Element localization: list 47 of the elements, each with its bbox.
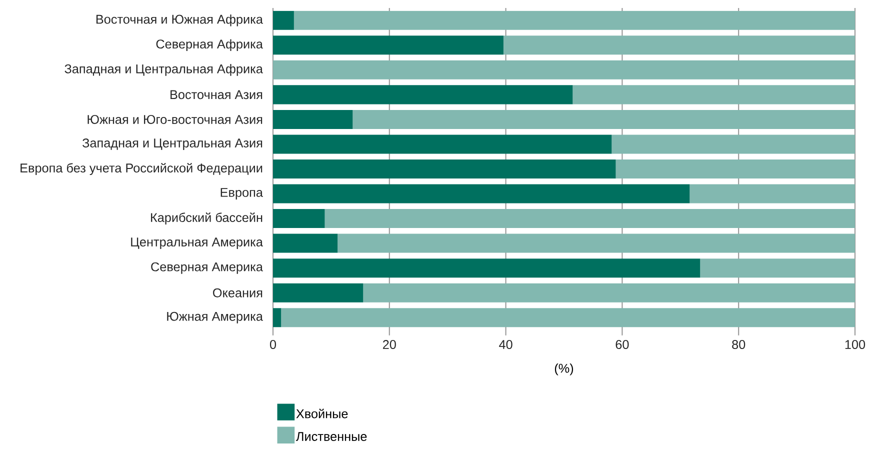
- y-tick-label: Южная Америка: [167, 312, 263, 324]
- y-tick-label: Восточная Азия: [170, 90, 262, 100]
- bar: [612, 134, 855, 154]
- x-tick-label: 80: [732, 340, 746, 350]
- x-tick-label: 0: [270, 340, 276, 350]
- bar: [363, 283, 855, 302]
- x-tick-label: 60: [616, 340, 629, 350]
- bar: [324, 209, 855, 228]
- y-tick-label: Океания: [213, 288, 262, 298]
- bar: [503, 36, 855, 55]
- bar: [273, 159, 616, 178]
- y-tick-label: Северная Америка: [151, 262, 263, 274]
- y-tick-label: Западная и Центральная Африка: [64, 64, 263, 76]
- x-tick-label: 40: [499, 340, 512, 350]
- x-axis-title: (%): [554, 363, 574, 376]
- bar: [273, 36, 504, 55]
- bar: [281, 308, 855, 328]
- legend-label: Лиственные: [296, 432, 367, 441]
- bar: [273, 110, 353, 129]
- bar: [273, 134, 612, 154]
- y-tick-label: Европа: [220, 188, 263, 200]
- bar: [690, 184, 855, 204]
- bar: [338, 234, 855, 253]
- y-tick-label: Центральная Америка: [131, 238, 263, 249]
- x-tick-label: 20: [382, 340, 396, 350]
- bar: [572, 85, 855, 104]
- bar: [273, 258, 700, 278]
- bar: [616, 159, 855, 178]
- bar: [273, 184, 690, 204]
- bar: [352, 110, 855, 129]
- y-tick-label: Восточная и Южная Африка: [96, 14, 263, 26]
- bar: [273, 234, 338, 253]
- bar: [273, 308, 282, 328]
- y-tick-label: Западная и Центральная Азия: [82, 138, 262, 150]
- x-tick-label: 100: [845, 340, 866, 350]
- y-tick-label: Северная Африка: [156, 39, 263, 52]
- legend-label: Хвойные: [296, 408, 348, 418]
- y-tick-label: Карибский бассейн: [151, 212, 262, 225]
- bar: [273, 85, 573, 104]
- bar: [273, 283, 364, 302]
- y-tick-label: Южная и Юго-восточная Азия: [88, 114, 262, 124]
- bar: [273, 10, 294, 30]
- bar: [273, 60, 855, 80]
- bar: [273, 209, 325, 228]
- bar: [294, 10, 855, 30]
- y-tick-label: Европа без учета Российской Федерации: [20, 162, 262, 176]
- bar: [700, 258, 855, 278]
